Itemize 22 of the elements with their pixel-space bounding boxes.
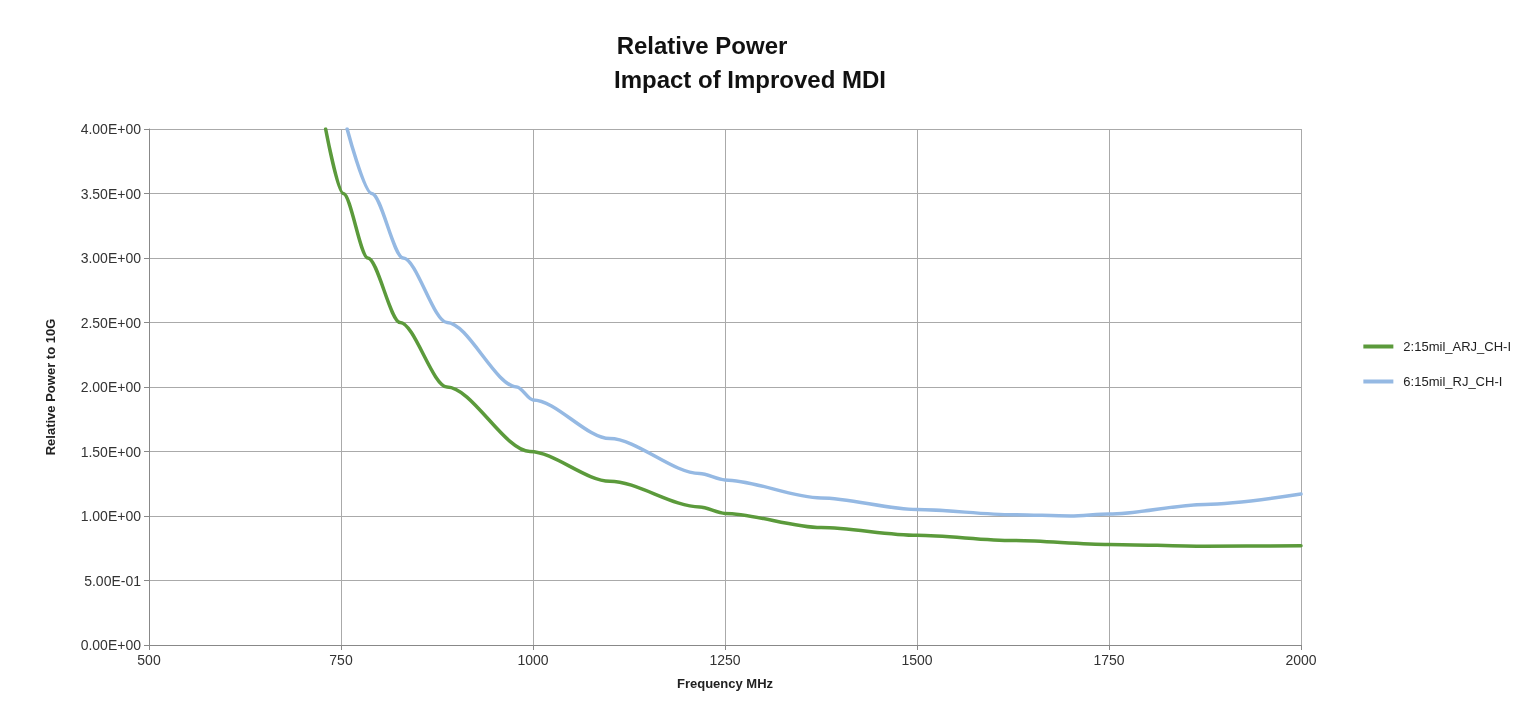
x-tick-label: 1750 — [1093, 652, 1125, 668]
x-tick-label: 1500 — [901, 652, 933, 668]
y-axis-title: Relative Power to 10G — [43, 318, 58, 456]
y-tick-label: 0.00E+00 — [80, 637, 142, 653]
y-tick-label: 3.50E+00 — [80, 185, 142, 202]
y-tick-label: 5.00E-01 — [84, 572, 142, 589]
y-tick-label: 1.00E+00 — [80, 508, 142, 524]
chart-title: Relative Power — [616, 31, 788, 59]
legend-label: 6:15mil_RJ_CH-I — [1403, 374, 1503, 389]
x-tick-label: 750 — [329, 652, 353, 668]
x-axis-title: Frequency MHz — [676, 676, 774, 691]
chart-subtitle: Impact of Improved MDI — [613, 65, 887, 93]
y-tick-label: 3.00E+00 — [80, 250, 142, 266]
x-tick-label: 2000 — [1285, 652, 1317, 668]
y-tick-label: 2.00E+00 — [80, 379, 142, 395]
legend-label: 2:15mil_ARJ_CH-I — [1403, 339, 1512, 354]
y-tick-label: 1.50E+00 — [80, 443, 142, 460]
x-tick-label: 500 — [137, 652, 161, 668]
x-tick-label: 1000 — [517, 652, 549, 668]
y-tick-label: 2.50E+00 — [80, 314, 142, 331]
y-tick-label: 4.00E+00 — [80, 121, 142, 137]
x-tick-label: 1250 — [709, 652, 741, 668]
